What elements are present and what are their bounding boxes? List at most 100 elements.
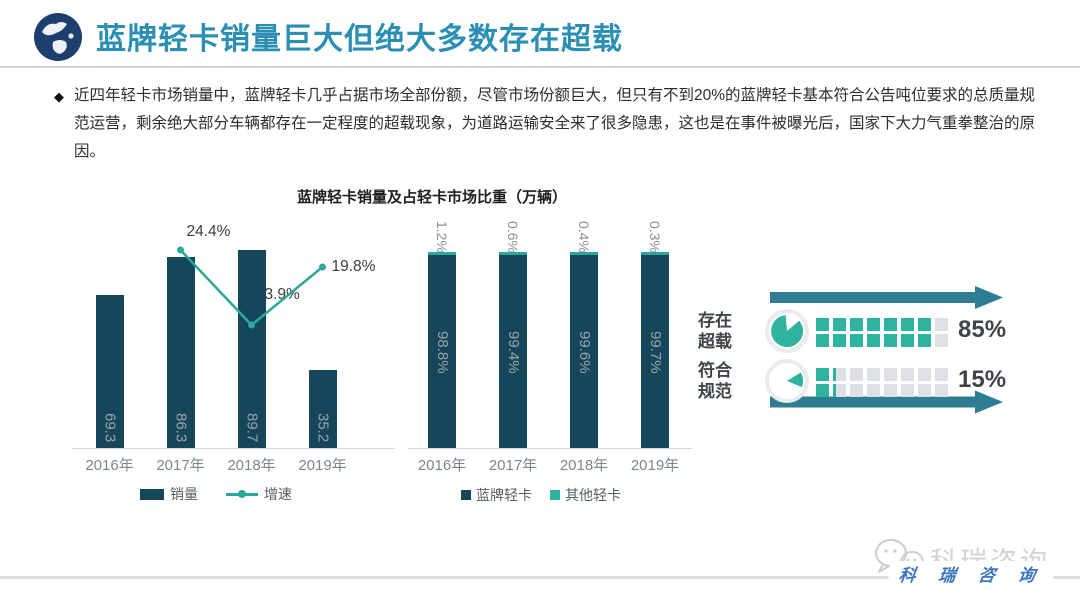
progress-cell — [918, 384, 931, 397]
other-truck-legend-swatch — [550, 490, 560, 500]
progress-cell — [816, 334, 829, 347]
intro-block: ◆ 近四年轻卡市场销量中，蓝牌轻卡几乎占据市场全部份额，尽管市场份额巨大，但只有… — [54, 82, 1046, 166]
progress-cell — [935, 318, 948, 331]
progress-cell — [867, 368, 880, 381]
progress-cell — [935, 334, 948, 347]
progress-cell — [816, 318, 829, 331]
progress-cell — [833, 368, 846, 381]
growth-legend-swatch — [226, 490, 258, 498]
progress-cell — [884, 384, 897, 397]
overload-row-label-line: 规范 — [698, 382, 732, 401]
progress-cell — [850, 334, 863, 347]
other-truck-share-label: 1.2% — [434, 221, 450, 253]
bottom-divider-line — [0, 576, 1080, 579]
header-divider — [0, 66, 1080, 68]
other-truck-segment — [499, 252, 527, 255]
other-truck-share-label: 0.3% — [647, 221, 663, 253]
blue-truck-segment — [499, 255, 527, 448]
progress-cell — [867, 318, 880, 331]
blue-truck-legend-swatch — [461, 490, 471, 500]
mid-category-label: 2019年 — [630, 457, 680, 474]
other-truck-share-label: 0.4% — [576, 221, 592, 253]
left-category-label: 2018年 — [227, 457, 276, 474]
sales-bar-value-label: 86.3 — [172, 412, 190, 442]
progress-cell — [935, 368, 948, 381]
other-truck-share-label: 0.6% — [505, 221, 521, 253]
blue-truck-segment — [428, 255, 456, 448]
blue-truck-segment — [641, 255, 669, 448]
legend-line-dot-icon — [238, 490, 246, 498]
sales-bar — [308, 370, 337, 448]
blue-truck-segment — [570, 255, 598, 448]
sales-legend-label: 销量 — [170, 486, 198, 502]
pie-slice — [771, 315, 804, 348]
progress-cell — [935, 384, 948, 397]
progress-cell — [850, 384, 863, 397]
mid-chart-axis-line — [408, 448, 692, 449]
sales-bar-value-label: 35.2 — [314, 412, 332, 442]
progress-cell — [884, 318, 897, 331]
overload-row-label-line: 超载 — [698, 332, 732, 351]
diamond-bullet-icon: ◆ — [54, 89, 64, 104]
sales-bar-value-label: 69.3 — [101, 412, 119, 442]
progress-cell — [884, 368, 897, 381]
growth-value-label: 24.4% — [186, 223, 231, 240]
blue-truck-share-label: 99.4% — [505, 330, 522, 374]
progress-cell — [918, 334, 931, 347]
blue-truck-share-label: 98.8% — [434, 330, 451, 374]
mid-chart-legend: 蓝牌轻卡 其他轻卡 — [461, 485, 621, 505]
other-truck-segment — [428, 252, 456, 255]
progress-cell — [901, 334, 914, 347]
progress-cell — [833, 334, 846, 347]
progress-cell — [867, 384, 880, 397]
progress-cell — [901, 318, 914, 331]
pie-85-icon — [765, 309, 809, 353]
progress-cell — [833, 318, 846, 331]
progress-cell — [816, 384, 829, 397]
left-category-label: 2017年 — [156, 457, 205, 474]
arrow-right-top-icon — [770, 286, 1003, 309]
pie-slice — [787, 372, 803, 387]
overload-row-label: 符合 规范 — [698, 360, 748, 402]
progress-cell — [901, 384, 914, 397]
progress-cell — [850, 368, 863, 381]
sales-bar-value-label: 89.7 — [243, 412, 261, 442]
blue-truck-share-label: 99.6% — [576, 330, 593, 374]
other-truck-legend-label: 其他轻卡 — [565, 487, 621, 503]
growth-value-label: 19.8% — [331, 258, 376, 275]
left-chart-axis-line — [72, 448, 395, 449]
progress-cell — [884, 334, 897, 347]
mid-category-label: 2017年 — [488, 457, 538, 474]
sales-bar — [95, 295, 124, 448]
globe-logo-icon — [34, 13, 82, 61]
progress-cell — [833, 384, 846, 397]
overload-row-label-line: 符合 — [698, 361, 732, 380]
progress-cell — [850, 318, 863, 331]
blue-truck-share-label: 99.7% — [647, 330, 664, 374]
footer-brand-text: 科 瑞 咨 询 — [887, 561, 1056, 586]
mid-category-label: 2016年 — [417, 457, 467, 474]
overload-percent-label: 15% — [958, 366, 1007, 393]
page-title: 蓝牌轻卡销量巨大但绝大多数存在超载 — [96, 23, 623, 56]
progress-cell — [901, 368, 914, 381]
left-chart-legend: 销量 增速 — [140, 484, 292, 504]
left-category-label: 2019年 — [298, 457, 347, 474]
progress-cell — [918, 368, 931, 381]
other-truck-segment — [641, 252, 669, 255]
mid-category-label: 2018年 — [559, 457, 609, 474]
pie-15-icon — [765, 359, 809, 403]
left-category-label: 2016年 — [85, 457, 134, 474]
chart-title: 蓝牌轻卡销量及占轻卡市场比重（万辆） — [296, 189, 567, 206]
progress-cell — [918, 318, 931, 331]
overload-row-label-line: 存在 — [698, 311, 732, 330]
overload-row-label: 存在 超载 — [698, 310, 748, 352]
other-truck-segment — [570, 252, 598, 255]
intro-text: 近四年轻卡市场销量中，蓝牌轻卡几乎占据市场全部份额，尽管市场份额巨大，但只有不到… — [74, 87, 1036, 160]
arrow-right-bottom-icon — [770, 390, 1003, 414]
progress-cell — [816, 368, 829, 381]
sales-legend-swatch — [140, 488, 164, 500]
growth-legend-label: 增速 — [264, 486, 292, 502]
